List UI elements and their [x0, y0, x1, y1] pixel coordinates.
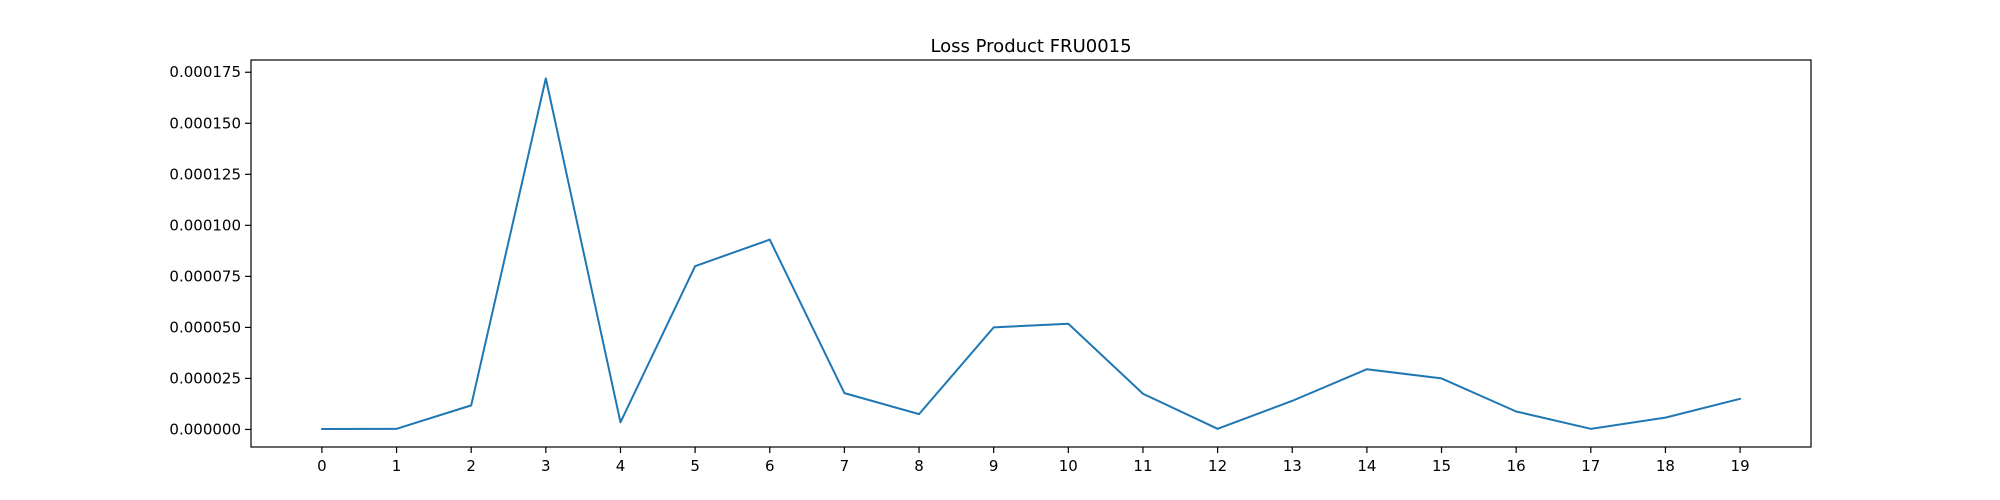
x-tick-label: 6: [765, 457, 775, 475]
x-tick-label: 3: [541, 457, 551, 475]
x-tick-label: 13: [1283, 457, 1302, 475]
series-group: [320, 77, 1742, 431]
x-tick-label: 18: [1656, 457, 1675, 475]
y-tick-label: 0.000100: [169, 216, 241, 234]
x-tick-label: 2: [466, 457, 476, 475]
y-tick-label: 0.000125: [169, 165, 241, 183]
y-tick-label: 0.000175: [169, 63, 241, 81]
x-tick-label: 5: [690, 457, 700, 475]
y-tick-label: 0.000050: [169, 318, 241, 336]
y-tick-label: 0.000075: [169, 267, 241, 285]
x-tick-label: 8: [914, 457, 924, 475]
x-tick-label: 9: [989, 457, 999, 475]
series-line-0: [320, 77, 1742, 431]
chart-title: Loss Product FRU0015: [930, 36, 1131, 57]
y-tick-label: 0.000150: [169, 114, 241, 132]
x-tick-label: 10: [1059, 457, 1078, 475]
x-tick-label: 14: [1357, 457, 1376, 475]
x-tick-label: 17: [1581, 457, 1600, 475]
x-tick-label: 15: [1432, 457, 1451, 475]
y-tick-label: 0.000000: [169, 420, 241, 438]
x-tick-label: 19: [1731, 457, 1750, 475]
x-tick-label: 16: [1507, 457, 1526, 475]
x-tick-label: 4: [616, 457, 626, 475]
x-tick-label: 0: [317, 457, 327, 475]
x-tick-label: 7: [840, 457, 850, 475]
y-tick-label: 0.000025: [169, 369, 241, 387]
y-axis: 0.000000 0.000025 0.000050 0.000075 0.000100…: [169, 63, 251, 438]
x-tick-label: 11: [1133, 457, 1152, 475]
x-axis: 0 1 2 3 4 5 6 7 8 9 10 11 12 13 14 15 16 17 18 19: [317, 447, 1750, 475]
plot-area-frame: [250, 59, 1812, 448]
x-tick-label: 12: [1208, 457, 1227, 475]
x-tick-label: 1: [392, 457, 402, 475]
